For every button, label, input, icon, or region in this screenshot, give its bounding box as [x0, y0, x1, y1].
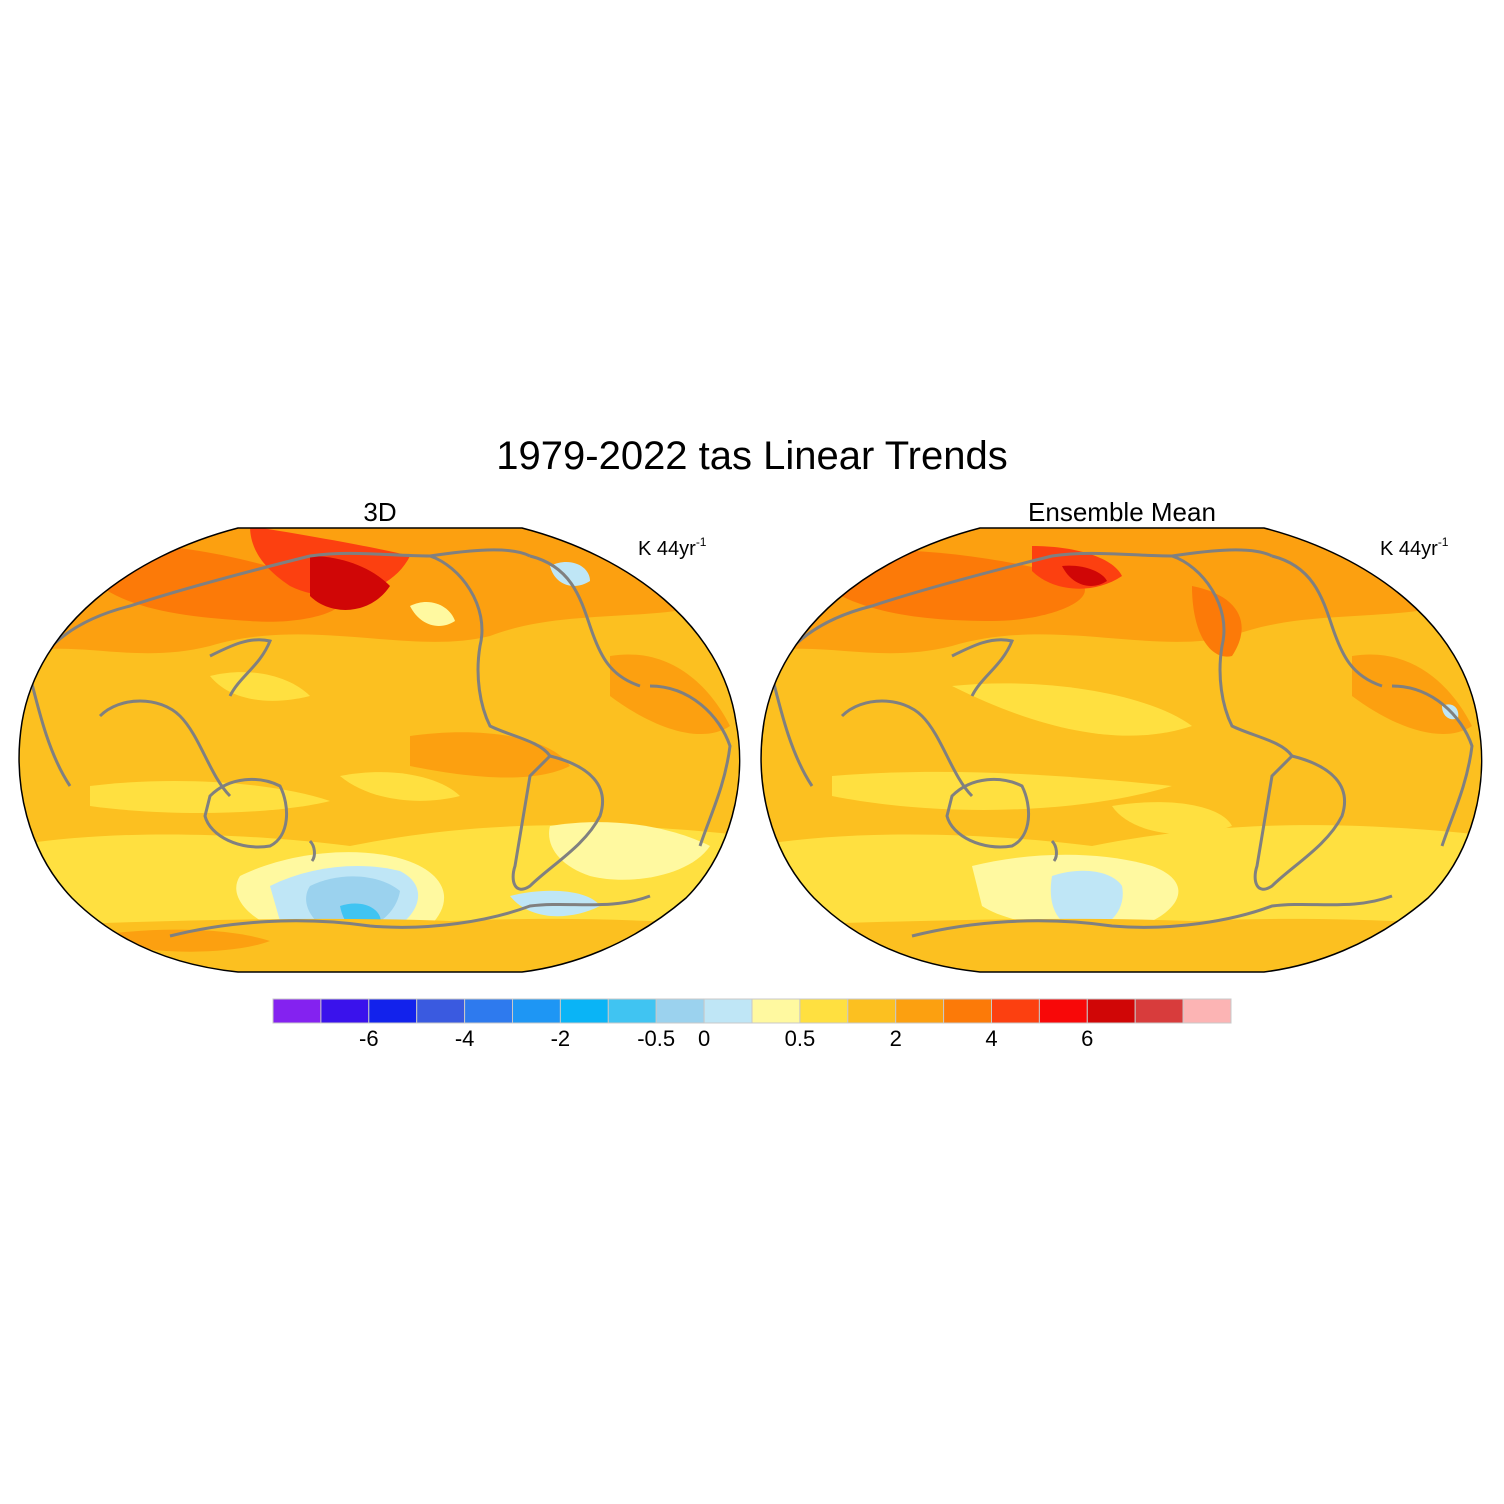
colorbar-box [799, 998, 849, 1024]
colorbar-tick-label: 4 [985, 1026, 998, 1051]
colorbar-box [895, 998, 945, 1024]
colorbar-box [607, 998, 657, 1024]
colorbar-box [559, 998, 609, 1024]
robinson-map [760, 527, 1483, 973]
map-panel-3d: 3D K 44yr-1 [10, 492, 750, 982]
units-label: K 44yr-1 [1380, 535, 1449, 560]
colorbar-box [1134, 998, 1184, 1024]
colorbar-box [991, 998, 1040, 1024]
colorbar-tick-label: 0 [697, 1026, 711, 1051]
colorbar-tick-label: -2 [550, 1026, 571, 1051]
coastlines [28, 548, 732, 938]
coastlines [770, 548, 1474, 938]
colorbar-tick-label: 0.5 [784, 1026, 816, 1051]
robinson-map [18, 527, 741, 973]
colorbar-tick-label: 6 [1081, 1026, 1094, 1051]
colorbar: -6 -4 -2 -0.5 0 0.5 2 4 6 [272, 998, 1232, 1058]
colorbar-box [272, 998, 322, 1024]
colorbar-box [847, 998, 897, 1024]
map-panel-ensemble-mean: Ensemble Mean K 44yr-1 [752, 492, 1492, 982]
colorbar-tick-label: -4 [454, 1026, 475, 1051]
colorbar-box [512, 998, 561, 1024]
colorbar-box [1182, 998, 1232, 1024]
map-border [760, 527, 1483, 973]
colorbar-box [703, 998, 753, 1024]
colorbar-box [1086, 998, 1136, 1024]
colorbar-tick-label: -6 [359, 1026, 379, 1051]
colorbar-box [943, 998, 992, 1024]
colorbar-box [368, 998, 418, 1024]
colorbar-box [1038, 998, 1088, 1024]
colorbar-tick-label: -0.5 [637, 1026, 676, 1051]
trend-field [761, 528, 1482, 972]
colorbar-box [464, 998, 514, 1024]
figure-title: 1979-2022 tas Linear Trends [496, 434, 1008, 478]
colorbar-box [751, 998, 801, 1024]
colorbar-tick-label: 2 [889, 1026, 902, 1051]
colorbar-boxes [272, 998, 1232, 1024]
colorbar-box [416, 998, 466, 1024]
colorbar-box [320, 998, 370, 1024]
map-border [18, 527, 741, 973]
panel-title: Ensemble Mean [1028, 497, 1216, 527]
colorbar-box [655, 998, 705, 1024]
units-label: K 44yr-1 [638, 535, 707, 560]
panel-title: 3D [363, 497, 397, 527]
trend-field [19, 528, 740, 972]
